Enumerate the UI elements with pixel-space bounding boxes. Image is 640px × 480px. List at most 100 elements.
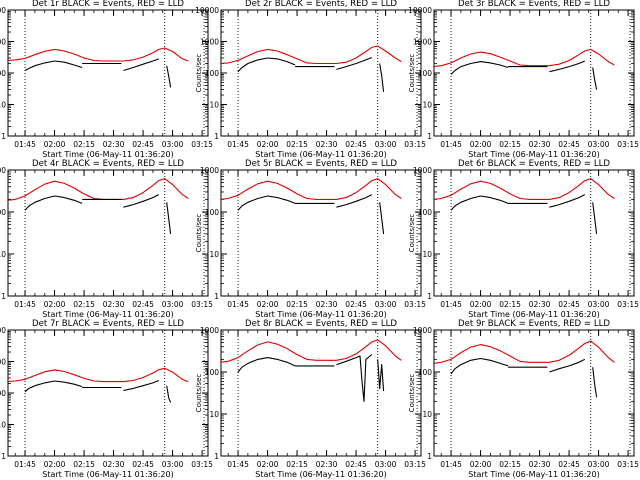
x-axis-label: Start Time (06-May-11 01:36:20) [468, 150, 599, 159]
y-tick-label: 100 [418, 208, 433, 217]
events-series-line [237, 195, 296, 211]
plot-title: Det 4r BLACK = Events, RED = LLD [32, 159, 184, 169]
y-tick-label: 1 [1, 452, 6, 461]
x-tick-label: 03:15 [404, 140, 426, 149]
events-series-line [166, 385, 172, 403]
events-series-line [549, 358, 586, 373]
y-tick-label: 100 [205, 368, 220, 377]
x-tick-label: 02:45 [558, 460, 580, 469]
x-tick-label: 01:45 [227, 300, 249, 309]
x-tick-label: 02:15 [499, 300, 521, 309]
y-tick-label: 1000 [413, 38, 432, 47]
x-tick-label: 03:15 [617, 140, 639, 149]
x-tick-label: 02:30 [316, 140, 338, 149]
x-tick-label: 03:00 [588, 460, 610, 469]
x-tick-label: 02:30 [529, 300, 551, 309]
y-tick-label: 100 [205, 208, 220, 217]
lld-series-line [7, 47, 189, 62]
detector-panel: Det 8r BLACK = Events, RED = LLD 1 10 100 10… [195, 319, 426, 479]
lld-series-line [220, 178, 402, 200]
events-series-line [592, 67, 598, 90]
y-axis-label: Counts/sec [408, 214, 416, 253]
y-tick-label: 1 [214, 292, 219, 301]
y-tick-label: 10 [0, 101, 6, 110]
x-tick-label: 01:45 [14, 300, 36, 309]
y-axis-label: Counts/sec [195, 374, 203, 413]
x-tick-label: 02:30 [529, 140, 551, 149]
x-tick-label: 03:00 [375, 300, 397, 309]
plot-title: Det 9r BLACK = Events, RED = LLD [458, 319, 610, 329]
x-tick-label: 02:45 [132, 140, 154, 149]
x-tick-label: 02:00 [470, 300, 492, 309]
x-tick-label: 01:45 [227, 460, 249, 469]
y-tick-label: 1000 [0, 358, 6, 367]
detector-panel: Det 1r BLACK = Events, RED = LLD 1 10 100 10… [0, 0, 213, 159]
y-tick-label: 10 [209, 410, 219, 419]
x-tick-label: 03:00 [375, 140, 397, 149]
plot-title: Det 2r BLACK = Events, RED = LLD [245, 0, 397, 9]
y-axis-label: Counts/sec [195, 214, 203, 253]
detector-panel: Det 3r BLACK = Events, RED = LLD 1 10 100 10… [408, 0, 639, 159]
y-tick-label: 10 [422, 410, 432, 419]
events-series-line [166, 65, 172, 88]
detector-panel: Det 5r BLACK = Events, RED = LLD 1 10 100 10… [195, 159, 426, 319]
plot-title: Det 7r BLACK = Events, RED = LLD [32, 319, 184, 329]
events-series-line [549, 194, 586, 208]
plot-frame [433, 329, 635, 457]
x-tick-label: 02:45 [558, 140, 580, 149]
events-series-line [24, 195, 83, 211]
y-tick-label: 1000 [200, 166, 219, 175]
lld-series-line [433, 48, 615, 68]
y-tick-label: 100 [205, 69, 220, 78]
x-tick-label: 02:15 [73, 300, 95, 309]
x-tick-label: 02:45 [132, 300, 154, 309]
plot-title: Det 1r BLACK = Events, RED = LLD [32, 0, 184, 9]
plot-frame [7, 9, 209, 137]
plot-frame [7, 169, 209, 297]
lld-series-line [433, 340, 615, 364]
x-tick-label: 02:00 [44, 140, 66, 149]
x-tick-label: 02:45 [345, 300, 367, 309]
x-tick-label: 03:15 [404, 460, 426, 469]
events-series-line [450, 61, 509, 75]
x-tick-label: 02:00 [44, 460, 66, 469]
y-tick-label: 10000 [0, 326, 6, 335]
plot-frame [220, 169, 422, 297]
events-series-line [379, 202, 385, 235]
events-series-line [123, 194, 160, 208]
x-tick-label: 03:00 [162, 300, 184, 309]
detector-panel: Det 4r BLACK = Events, RED = LLD 1 10 100 10… [0, 159, 213, 319]
events-series-line [237, 57, 296, 73]
lld-series-line [220, 339, 402, 363]
x-axis-label: Start Time (06-May-11 01:36:20) [255, 470, 386, 479]
x-tick-label: 03:00 [375, 460, 397, 469]
x-axis-label: Start Time (06-May-11 01:36:20) [468, 310, 599, 319]
x-tick-label: 02:15 [499, 140, 521, 149]
x-tick-label: 01:45 [14, 140, 36, 149]
x-tick-label: 02:30 [103, 460, 125, 469]
lld-series-line [220, 45, 402, 65]
events-series-line [123, 58, 159, 72]
y-tick-label: 100 [0, 208, 6, 217]
events-series-line [379, 63, 385, 93]
x-axis-label: Start Time (06-May-11 01:36:20) [42, 150, 173, 159]
plot-frame [433, 9, 635, 137]
lld-series-line [7, 178, 189, 201]
x-tick-label: 03:00 [588, 140, 610, 149]
x-tick-label: 02:15 [286, 460, 308, 469]
x-tick-label: 02:00 [44, 300, 66, 309]
x-tick-label: 02:45 [558, 300, 580, 309]
x-tick-label: 02:15 [286, 300, 308, 309]
y-tick-label: 1 [427, 452, 432, 461]
events-series-line [592, 202, 598, 235]
events-series-line [592, 367, 598, 398]
y-axis-label: Counts/sec [408, 54, 416, 93]
events-series-line [336, 56, 373, 70]
lld-series-line [7, 367, 189, 383]
y-tick-label: 10 [422, 101, 432, 110]
x-tick-label: 01:45 [440, 460, 462, 469]
y-tick-label: 1000 [0, 166, 6, 175]
y-tick-label: 10 [0, 250, 6, 259]
x-axis-label: Start Time (06-May-11 01:36:20) [42, 470, 173, 479]
plot-frame [7, 329, 209, 457]
